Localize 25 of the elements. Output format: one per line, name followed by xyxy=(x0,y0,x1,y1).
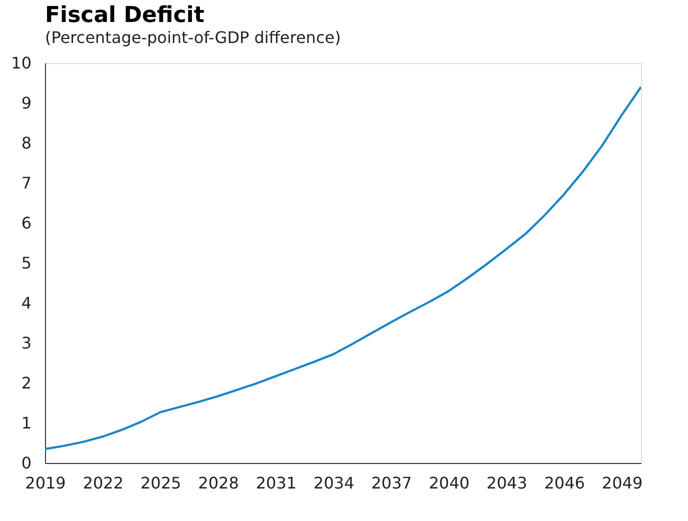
y-tick-label: 7 xyxy=(21,174,32,192)
line-series xyxy=(45,86,641,450)
y-tick-label: 9 xyxy=(21,94,32,112)
x-tick-label: 2037 xyxy=(371,474,412,492)
x-tick-label: 2025 xyxy=(140,474,182,492)
x-tick-label: 2040 xyxy=(428,474,470,492)
y-tick-label: 10 xyxy=(11,54,32,72)
y-tick-label: 0 xyxy=(21,454,32,472)
y-tick-label: 6 xyxy=(21,214,32,232)
x-tick-label: 2046 xyxy=(544,474,585,492)
x-tick-label: 2019 xyxy=(25,474,66,492)
x-tick-label: 2049 xyxy=(602,474,643,492)
x-tick-label: 2022 xyxy=(82,474,124,492)
x-tick-label: 2034 xyxy=(314,474,354,492)
x-tick-label: 2043 xyxy=(486,474,528,492)
y-tick-label: 4 xyxy=(21,294,32,312)
y-tick-label: 2 xyxy=(21,374,32,392)
x-tick-label: 2028 xyxy=(198,474,239,492)
chart-subtitle: (Percentage-point-of-GDP difference) xyxy=(45,28,341,47)
y-tick-label: 1 xyxy=(21,414,32,432)
chart-title: Fiscal Deficit xyxy=(45,3,205,28)
y-tick-label: 3 xyxy=(21,334,32,352)
y-tick-label: 5 xyxy=(21,254,32,272)
x-tick-label: 2031 xyxy=(256,474,297,492)
y-tick-label: 8 xyxy=(21,134,32,152)
